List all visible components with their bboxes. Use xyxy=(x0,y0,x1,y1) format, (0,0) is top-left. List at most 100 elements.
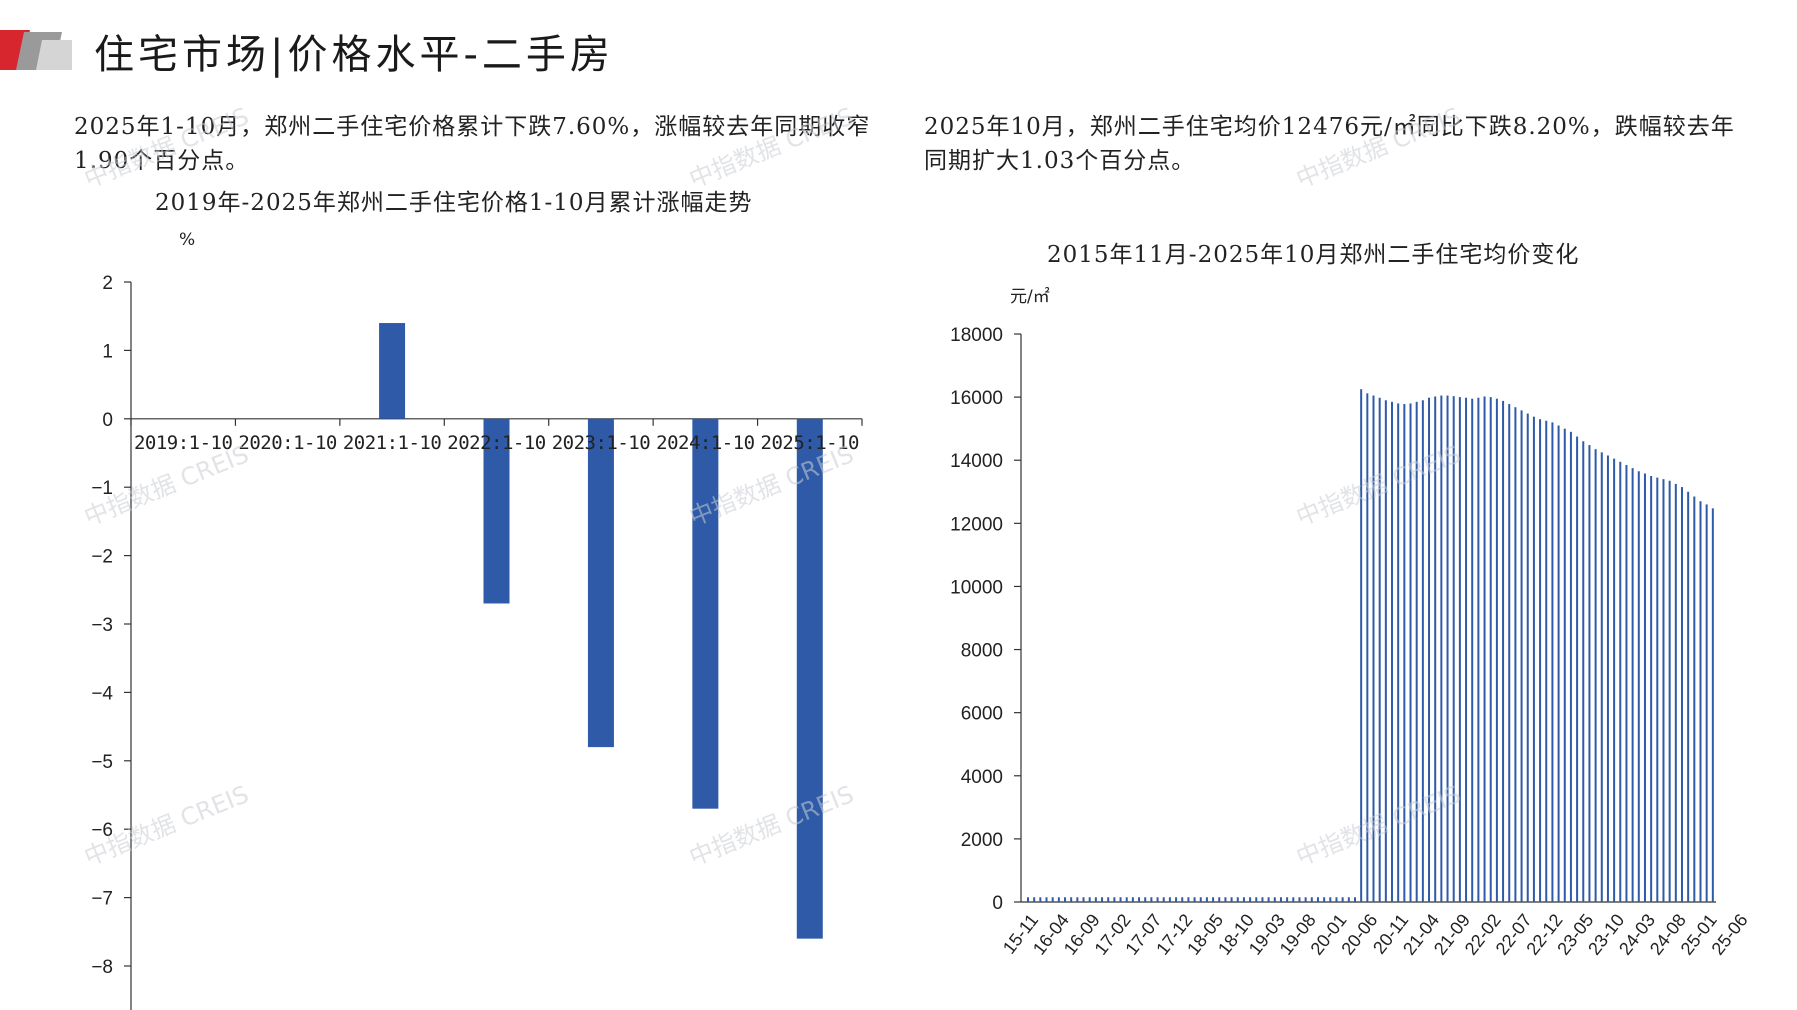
y-tick-label: 12000 xyxy=(950,514,1003,535)
bar xyxy=(1631,468,1634,902)
bar xyxy=(1119,897,1122,902)
bar xyxy=(1637,471,1640,902)
bar xyxy=(1304,897,1307,902)
bar xyxy=(1366,393,1369,902)
bar xyxy=(1705,504,1708,902)
bar xyxy=(1391,401,1394,902)
y-tick-label: 0 xyxy=(992,893,1003,914)
bar xyxy=(1434,396,1437,902)
bar xyxy=(1532,416,1535,902)
bar xyxy=(692,418,719,809)
bar xyxy=(1711,508,1714,902)
y-tick-label: −1 xyxy=(91,478,113,499)
left-chart-title: 2019年-2025年郑州二手住宅价格1-10月累计涨幅走势 xyxy=(155,190,753,216)
bar xyxy=(1347,897,1350,902)
bar xyxy=(1255,897,1258,902)
bar xyxy=(1156,897,1159,902)
bar xyxy=(1551,422,1554,902)
bar xyxy=(1144,897,1147,902)
y-tick-label: −4 xyxy=(91,683,113,704)
bar xyxy=(1205,897,1208,902)
bar xyxy=(1594,449,1597,902)
x-tick-label: 2022:1-10 xyxy=(447,432,546,454)
bar xyxy=(1193,897,1196,902)
bar xyxy=(1502,400,1505,902)
y-tick-label: −2 xyxy=(91,547,113,568)
right-chart-title: 2015年11月-2025年10月郑州二手住宅均价变化 xyxy=(1047,242,1580,268)
bar xyxy=(1415,401,1418,902)
page-title: 住宅市场|价格水平-二手房 xyxy=(94,32,614,78)
bar xyxy=(1378,397,1381,902)
bar xyxy=(1279,897,1282,902)
bar xyxy=(1249,897,1252,902)
bar xyxy=(1471,398,1474,902)
bar xyxy=(1051,897,1054,902)
bar xyxy=(1526,413,1529,902)
bar xyxy=(1421,400,1424,902)
bar xyxy=(1150,897,1153,902)
bar xyxy=(1187,897,1190,902)
bar xyxy=(379,323,406,419)
bar xyxy=(1557,425,1560,902)
y-tick-label: −8 xyxy=(91,957,113,978)
bar xyxy=(1539,419,1542,902)
bar xyxy=(1335,897,1338,902)
bar xyxy=(1452,396,1455,902)
y-tick-label: 0 xyxy=(102,410,113,431)
bar xyxy=(1088,897,1091,902)
bar xyxy=(1310,897,1313,902)
bar xyxy=(1600,452,1603,902)
bar xyxy=(1298,897,1301,902)
y-tick-label: 1 xyxy=(102,341,113,362)
bar xyxy=(1341,897,1344,902)
bar xyxy=(1224,897,1227,902)
bar xyxy=(1057,897,1060,902)
x-tick-label: 2025:1-10 xyxy=(761,432,860,454)
bar xyxy=(1353,897,1356,902)
bar xyxy=(1520,410,1523,902)
bar xyxy=(1027,897,1029,902)
bar xyxy=(1199,897,1202,902)
bar xyxy=(1162,897,1165,902)
bar xyxy=(1582,441,1585,902)
x-tick-label: 2021:1-10 xyxy=(343,432,442,454)
bar xyxy=(1261,897,1264,902)
bar xyxy=(1236,897,1239,902)
bar xyxy=(1440,395,1443,902)
y-tick-label: −5 xyxy=(91,752,113,773)
y-tick-label: 14000 xyxy=(950,451,1003,472)
bar xyxy=(1273,897,1276,902)
bar xyxy=(1286,897,1289,902)
y-tick-label: 10000 xyxy=(950,577,1003,598)
bar xyxy=(1668,480,1671,902)
bar xyxy=(1483,396,1486,902)
y-tick-label: 2 xyxy=(102,273,113,294)
bar xyxy=(1693,496,1696,902)
bar xyxy=(1563,428,1566,902)
bar xyxy=(1329,897,1332,902)
left-chart-ylabel: % xyxy=(179,230,196,250)
bar xyxy=(1107,897,1110,902)
bar xyxy=(1545,420,1548,902)
bar xyxy=(1409,403,1412,902)
y-tick-label: −6 xyxy=(91,820,113,841)
bar xyxy=(1569,431,1572,902)
bar xyxy=(1212,897,1215,902)
bar xyxy=(1316,897,1319,902)
summary-left: 2025年1-10月，郑州二手住宅价格累计下跌7.60%，涨幅较去年同期收窄1.… xyxy=(74,114,871,174)
bar xyxy=(1397,403,1400,902)
bar xyxy=(1168,897,1171,902)
bar xyxy=(1064,897,1067,902)
y-tick-label: 16000 xyxy=(950,388,1003,409)
bar xyxy=(1428,397,1431,902)
x-tick-label: 2024:1-10 xyxy=(656,432,755,454)
bar xyxy=(1403,404,1406,902)
bar xyxy=(1372,395,1375,902)
bar xyxy=(1674,483,1677,902)
bar xyxy=(1619,461,1622,902)
bar xyxy=(1643,473,1646,902)
y-tick-label: −3 xyxy=(91,615,113,636)
corner-logo xyxy=(0,30,72,70)
bar xyxy=(1465,397,1468,902)
